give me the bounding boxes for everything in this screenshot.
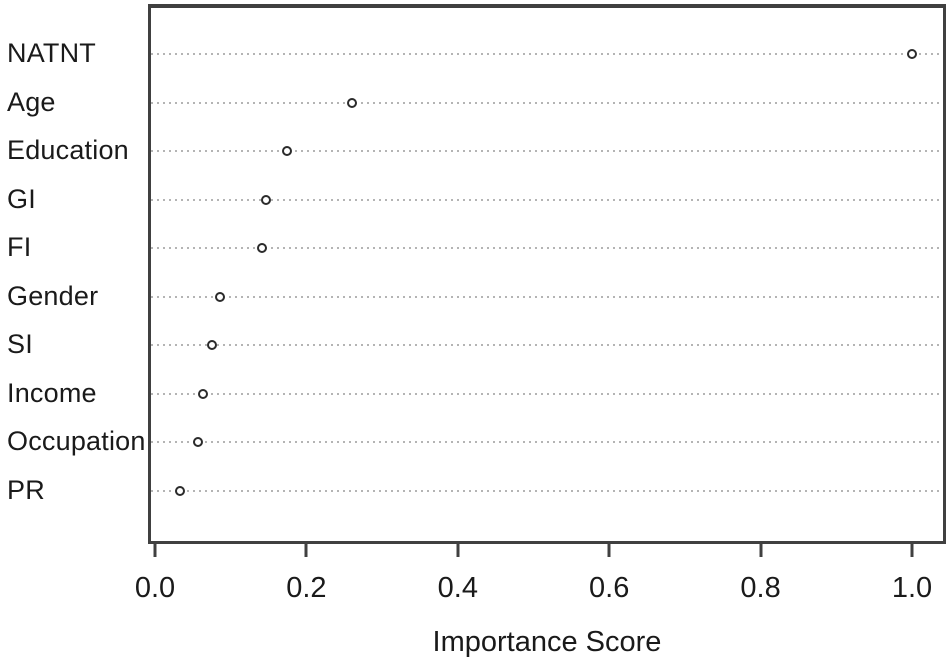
data-point bbox=[346, 97, 357, 108]
data-point bbox=[206, 340, 217, 351]
y-axis-label: Gender bbox=[7, 280, 99, 311]
y-axis-label: NATNT bbox=[7, 37, 96, 68]
y-axis-label: Occupation bbox=[7, 426, 146, 457]
gridline bbox=[151, 295, 943, 298]
y-axis-label: Income bbox=[7, 377, 97, 408]
x-axis-tick bbox=[759, 544, 763, 557]
gridline bbox=[151, 344, 943, 347]
gridline bbox=[151, 441, 943, 444]
y-axis-label: PR bbox=[7, 474, 45, 505]
x-axis-tick-label: 0.8 bbox=[740, 572, 781, 604]
x-axis-tick bbox=[456, 544, 460, 557]
y-axis-label: GI bbox=[7, 183, 36, 214]
y-axis-label: Age bbox=[7, 86, 56, 117]
x-axis-tick-label: 0.0 bbox=[134, 572, 176, 604]
x-axis-tick-label: 0.4 bbox=[437, 572, 478, 604]
data-point bbox=[282, 146, 293, 157]
x-axis-tick-label: 0.2 bbox=[286, 572, 327, 604]
plot-area bbox=[148, 4, 946, 544]
x-axis-tick bbox=[304, 544, 308, 557]
y-axis-label: Education bbox=[7, 134, 129, 165]
x-axis-title: Importance Score bbox=[432, 626, 662, 658]
x-axis-tick-label: 1.0 bbox=[891, 572, 933, 604]
data-point bbox=[907, 49, 917, 59]
data-point bbox=[261, 194, 272, 205]
y-axis-label: FI bbox=[7, 232, 32, 263]
gridline bbox=[151, 489, 943, 492]
data-point bbox=[257, 243, 268, 254]
gridline bbox=[151, 247, 943, 250]
x-axis-tick bbox=[607, 544, 611, 557]
gridline bbox=[151, 392, 943, 395]
gridline bbox=[151, 53, 943, 55]
x-axis-tick bbox=[153, 544, 157, 557]
y-axis-label: SI bbox=[7, 329, 33, 360]
x-axis-tick bbox=[910, 544, 914, 557]
data-point bbox=[174, 485, 185, 496]
x-axis-tick-label: 0.6 bbox=[589, 572, 630, 604]
gridline bbox=[151, 150, 943, 153]
gridline bbox=[151, 101, 943, 104]
gridline bbox=[151, 198, 943, 201]
data-point bbox=[198, 388, 209, 399]
data-point bbox=[193, 437, 204, 448]
data-point bbox=[215, 291, 226, 302]
